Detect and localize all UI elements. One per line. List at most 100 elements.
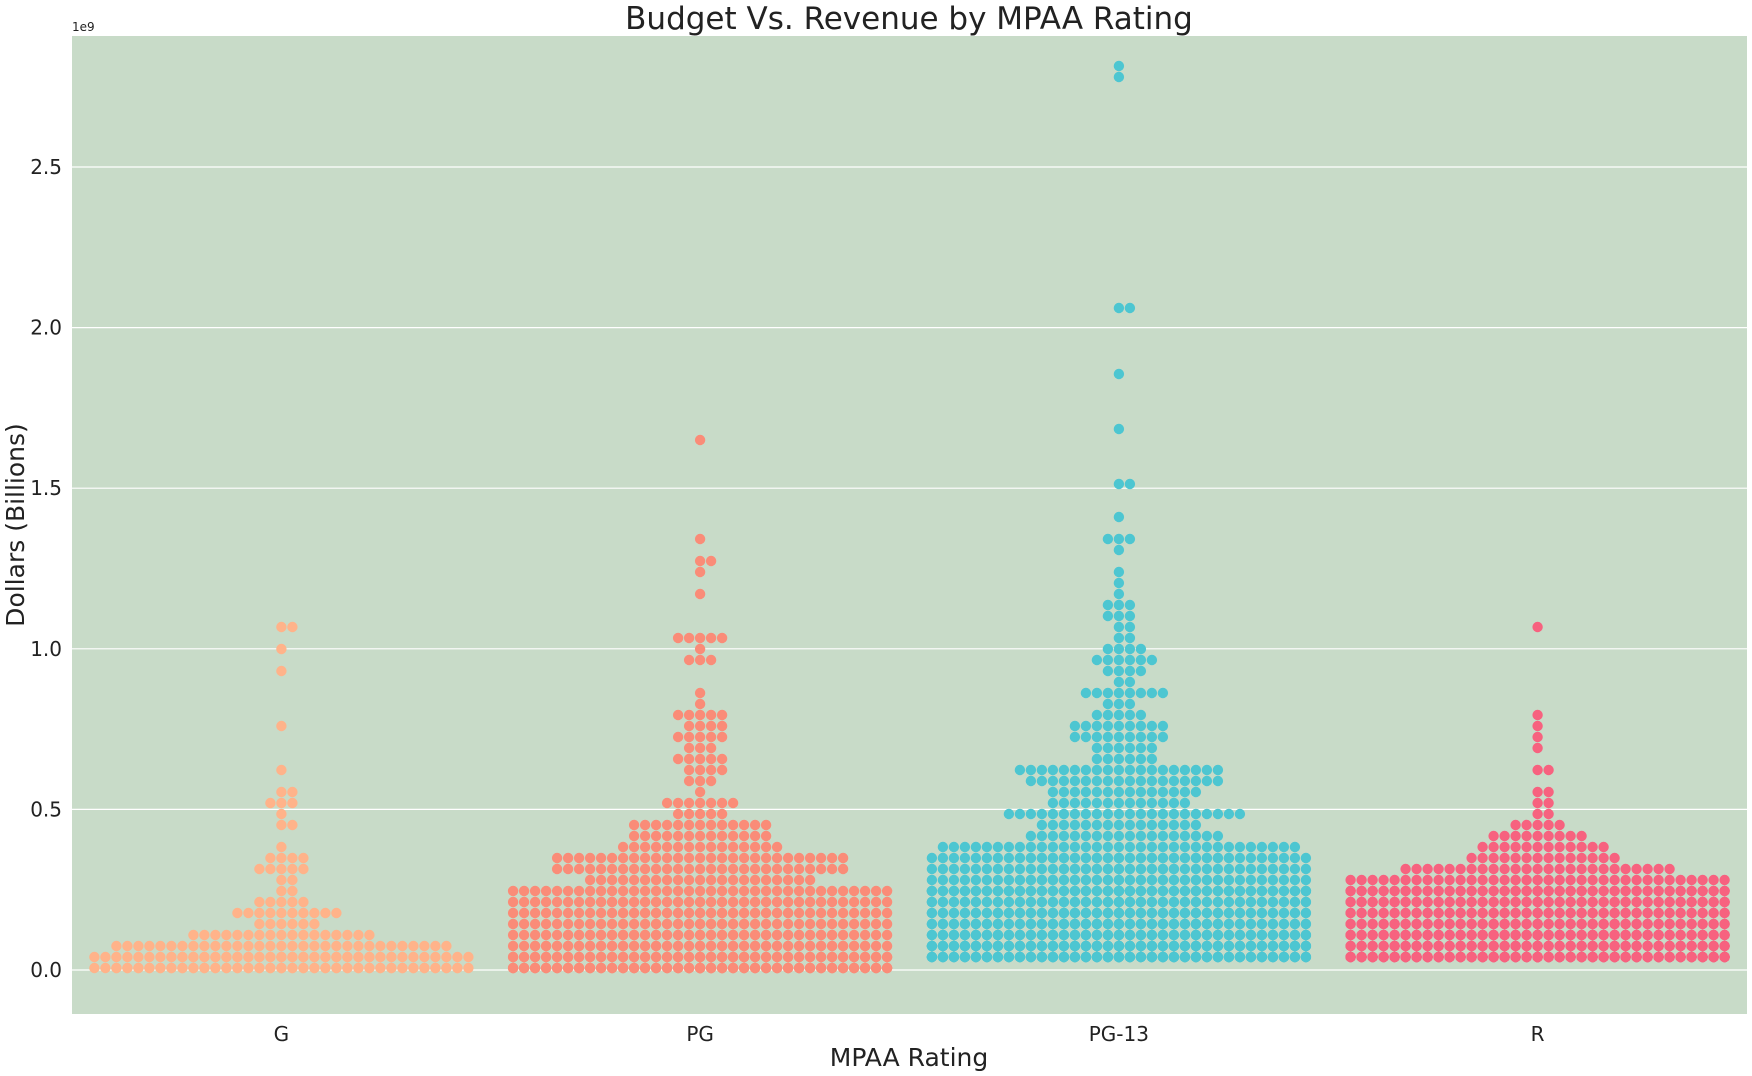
- swarm-point-pg-13: [970, 918, 982, 930]
- swarm-point-pg-13: [1113, 874, 1125, 886]
- swarm-point-pg: [826, 940, 838, 952]
- swarm-point-pg-13: [1124, 302, 1136, 314]
- swarm-point-pg: [826, 929, 838, 941]
- swarm-point-pg-13: [1113, 885, 1125, 897]
- swarm-point-pg: [661, 863, 673, 875]
- swarm-point-pg: [749, 885, 761, 897]
- swarm-point-pg-13: [1289, 841, 1301, 853]
- swarm-point-g: [254, 940, 265, 952]
- swarm-point-g: [265, 940, 276, 952]
- swarm-point-r: [1488, 852, 1499, 864]
- swarm-point-g: [331, 951, 342, 963]
- swarm-point-r: [1345, 918, 1356, 930]
- swarm-point-r: [1488, 863, 1499, 875]
- swarm-point-r: [1466, 940, 1477, 952]
- swarm-point-g: [199, 929, 210, 941]
- swarm-point-pg-13: [1157, 808, 1169, 820]
- swarm-point-pg-13: [1212, 830, 1224, 842]
- swarm-point-pg-13: [948, 929, 960, 941]
- swarm-point-pg-13: [1212, 918, 1224, 930]
- swarm-point-pg-13: [1102, 764, 1114, 776]
- swarm-point-r: [1598, 896, 1609, 908]
- swarm-point-pg: [694, 687, 706, 699]
- swarm-point-pg: [628, 830, 640, 842]
- swarm-point-pg-13: [1102, 885, 1114, 897]
- swarm-point-pg: [529, 885, 541, 897]
- swarm-point-pg: [804, 907, 816, 919]
- swarm-point-pg: [716, 709, 728, 721]
- swarm-point-r: [1719, 951, 1730, 963]
- swarm-point-pg: [804, 874, 816, 886]
- swarm-point-pg-13: [937, 896, 949, 908]
- swarm-point-r: [1499, 907, 1510, 919]
- swarm-point-pg: [859, 951, 871, 963]
- swarm-point-pg: [716, 753, 728, 765]
- swarm-point-pg: [529, 907, 541, 919]
- swarm-point-pg: [694, 654, 706, 666]
- swarm-point-pg-13: [1003, 929, 1015, 941]
- swarm-point-pg-13: [1179, 951, 1191, 963]
- swarm-point-g: [177, 940, 188, 952]
- swarm-point-pg-13: [1113, 863, 1125, 875]
- swarm-point-pg: [881, 885, 893, 897]
- swarm-point-pg: [661, 830, 673, 842]
- swarm-point-pg: [617, 929, 629, 941]
- swarm-point-g: [111, 940, 122, 952]
- swarm-point-pg-13: [1190, 896, 1202, 908]
- swarm-point-pg: [683, 951, 695, 963]
- swarm-point-pg-13: [1113, 368, 1125, 380]
- swarm-point-r: [1554, 951, 1565, 963]
- swarm-point-r: [1675, 874, 1686, 886]
- swarm-point-pg: [826, 863, 838, 875]
- swarm-point-r: [1532, 885, 1543, 897]
- swarm-point-pg: [661, 874, 673, 886]
- swarm-point-pg: [881, 951, 893, 963]
- swarm-point-pg-13: [1234, 863, 1246, 875]
- swarm-point-pg: [529, 918, 541, 930]
- swarm-point-r: [1499, 929, 1510, 941]
- swarm-point-pg-13: [1179, 764, 1191, 776]
- swarm-point-pg-13: [1168, 863, 1180, 875]
- swarm-point-r: [1719, 885, 1730, 897]
- swarm-point-r: [1642, 951, 1653, 963]
- swarm-point-r: [1543, 874, 1554, 886]
- swarm-point-r: [1532, 742, 1543, 754]
- swarm-point-r: [1422, 918, 1433, 930]
- swarm-point-pg: [782, 962, 794, 974]
- swarm-point-pg: [705, 841, 717, 853]
- swarm-point-pg: [716, 797, 728, 809]
- swarm-point-g: [188, 951, 199, 963]
- swarm-point-r: [1554, 918, 1565, 930]
- swarm-point-r: [1400, 929, 1411, 941]
- swarm-point-pg-13: [1267, 885, 1279, 897]
- swarm-point-g: [276, 940, 287, 952]
- swarm-point-pg-13: [1113, 841, 1125, 853]
- swarm-point-r: [1521, 896, 1532, 908]
- swarm-point-pg: [672, 632, 684, 644]
- swarm-point-pg-13: [1289, 874, 1301, 886]
- swarm-point-g: [144, 951, 155, 963]
- swarm-point-pg-13: [1124, 951, 1136, 963]
- swarm-point-pg: [628, 940, 640, 952]
- swarm-point-r: [1653, 929, 1664, 941]
- swarm-point-pg-13: [1168, 808, 1180, 820]
- swarm-point-pg-13: [1069, 808, 1081, 820]
- swarm-point-r: [1411, 940, 1422, 952]
- swarm-point-pg-13: [1091, 940, 1103, 952]
- swarm-point-pg-13: [1102, 786, 1114, 798]
- swarm-point-pg-13: [1146, 940, 1158, 952]
- swarm-point-pg: [881, 929, 893, 941]
- swarm-point-pg-13: [1256, 874, 1268, 886]
- swarm-point-pg: [738, 929, 750, 941]
- swarm-point-g: [232, 907, 243, 919]
- swarm-point-pg: [540, 951, 552, 963]
- swarm-point-r: [1411, 918, 1422, 930]
- swarm-point-pg: [771, 874, 783, 886]
- swarm-point-pg-13: [1091, 753, 1103, 765]
- swarm-point-g: [287, 863, 298, 875]
- swarm-point-pg-13: [1201, 830, 1213, 842]
- swarm-point-r: [1565, 940, 1576, 952]
- swarm-point-g: [276, 621, 287, 633]
- swarm-point-pg: [760, 885, 772, 897]
- swarm-point-r: [1664, 885, 1675, 897]
